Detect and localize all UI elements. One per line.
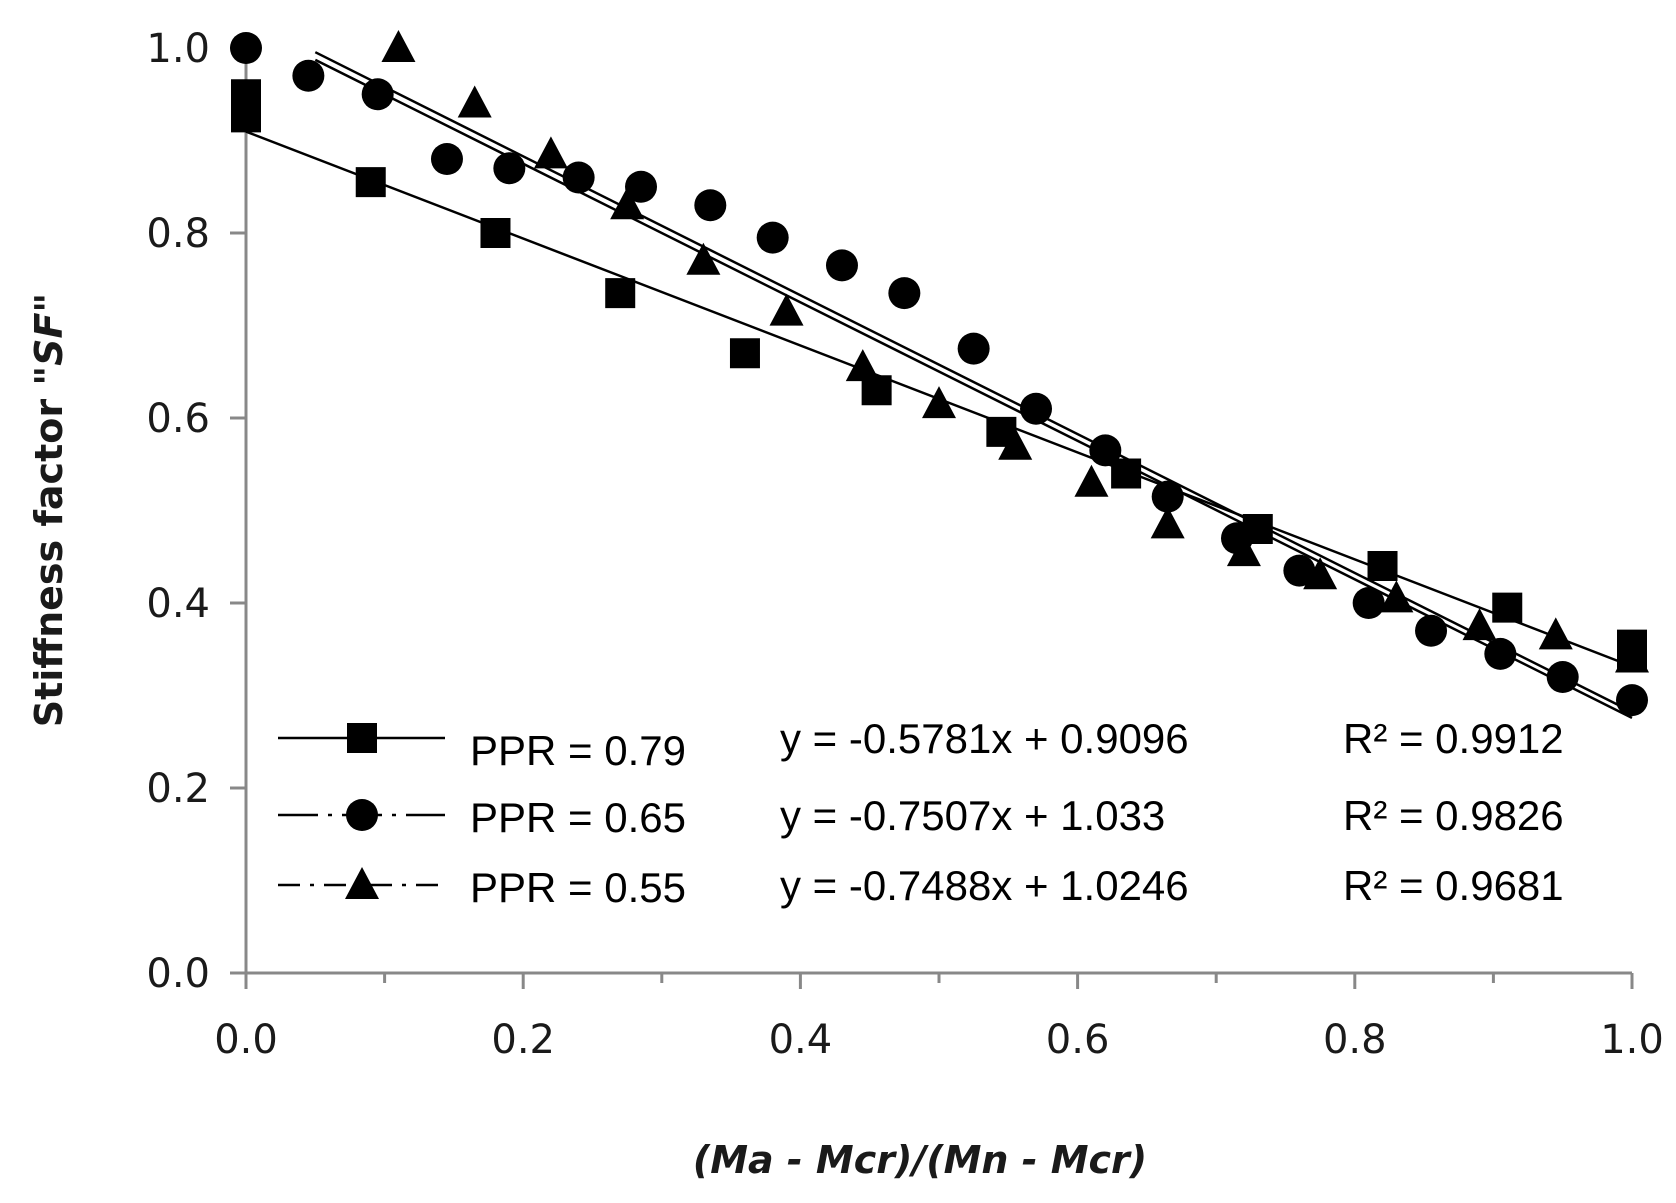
data-point [1484,637,1517,670]
x-tick-label: 0.2 [491,1017,555,1063]
data-point [888,277,921,310]
data-point [480,218,511,248]
legend-r2: R² = 0.9826 [1343,792,1564,839]
data-point [1074,464,1109,497]
y-axis-title: Stiffness factor "SF" [27,293,71,728]
data-point [769,293,804,326]
data-point [1492,592,1523,623]
y-axis-title-italic: SF [27,313,71,366]
data-point [1226,534,1261,567]
data-point [230,32,262,64]
data-point [1367,551,1398,581]
x-tick-label: 0.6 [1046,1017,1110,1063]
data-point [533,136,568,169]
legend-entry: PPR = 0.65 y = -0.7507x + 1.033 R² = 0.9… [278,792,1564,841]
data-point [694,189,727,222]
data-point [686,242,721,275]
data-point [1615,640,1649,673]
legend-label: PPR = 0.65 [470,794,686,841]
data-point [1303,557,1338,590]
data-point [457,85,492,118]
axes: 0.0 0.2 0.4 0.6 0.8 1.0 0.0 0.2 0.4 0.6 0.8 1.0 [146,26,1663,1063]
legend-equation: y = -0.7488x + 1.0246 [780,862,1189,909]
legend-equation: y = -0.5781x + 0.9096 [780,715,1189,762]
data-point [729,338,760,369]
x-tick-label: 0.4 [769,1017,833,1063]
data-point [1546,661,1579,693]
data-point [381,30,416,62]
data-point [1151,480,1184,513]
fit-line-series-2 [314,58,1633,720]
y-tick-label: 0.6 [146,396,210,442]
data-point [1415,614,1448,647]
data-point [1379,580,1414,613]
x-axis-title: (Ma - Mcr)/(Mn - Mcr) [693,1138,1147,1182]
data-point [998,427,1033,460]
legend-label: PPR = 0.55 [470,864,686,911]
x-tick-label: 1.0 [1600,1017,1664,1063]
data-point [605,278,636,309]
data-point [922,386,956,419]
data-point [493,152,526,185]
legend-r2: R² = 0.9681 [1343,862,1564,909]
data-point [1089,434,1122,467]
data-point [562,161,595,194]
legend-equation: y = -0.7507x + 1.033 [780,792,1165,839]
data-point [1616,684,1648,717]
data-point [355,167,386,198]
legend-swatch [278,723,445,753]
legend-entry: PPR = 0.55 y = -0.7488x + 1.0246 R² = 0.… [278,862,1564,911]
y-tick-label: 0.8 [146,211,210,257]
data-point [231,102,261,133]
legend-marker [345,867,379,899]
y-tick-label: 1.0 [146,26,210,72]
series-2-points [381,30,1649,673]
data-point [292,59,325,92]
data-point [1111,458,1142,489]
data-point [825,249,858,282]
series-1-points [230,32,1648,717]
x-tick-label: 0.8 [1323,1017,1387,1063]
data-point [1352,587,1385,619]
data-point [1538,617,1573,650]
y-tick-label: 0.2 [146,766,210,812]
data-point [625,170,658,203]
legend-marker [346,799,378,831]
y-tick-label: 0.4 [146,581,210,627]
legend-swatch [278,799,445,831]
data-point [845,349,880,382]
legend-marker [347,723,377,753]
data-point [756,221,789,254]
data-point [361,78,394,111]
data-point [957,332,990,365]
legend-r2: R² = 0.9912 [1343,715,1564,762]
y-axis-title-suffix: " [27,293,71,313]
data-point [1150,506,1185,539]
data-point [1283,554,1316,587]
data-point [1020,392,1053,425]
legend-label: PPR = 0.79 [470,727,686,774]
y-axis-title-prefix: Stiffness factor " [27,366,71,727]
legend-swatch [278,867,445,899]
legend-entry: PPR = 0.79 y = -0.5781x + 0.9096 R² = 0.… [278,715,1564,774]
data-point [430,143,463,175]
series-0-points [231,79,1647,669]
data-point [610,187,645,220]
data-point [1462,608,1497,641]
y-tick-label: 0.0 [146,951,210,997]
data-points [230,30,1649,717]
legend: PPR = 0.79 y = -0.5781x + 0.9096 R² = 0.… [278,715,1564,911]
x-tick-label: 0.0 [214,1017,278,1063]
fit-line-series-1 [314,51,1633,713]
